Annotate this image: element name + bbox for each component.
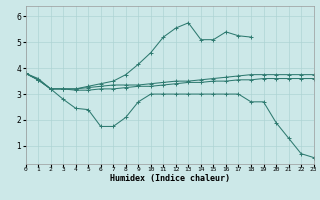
X-axis label: Humidex (Indice chaleur): Humidex (Indice chaleur)	[109, 174, 230, 183]
